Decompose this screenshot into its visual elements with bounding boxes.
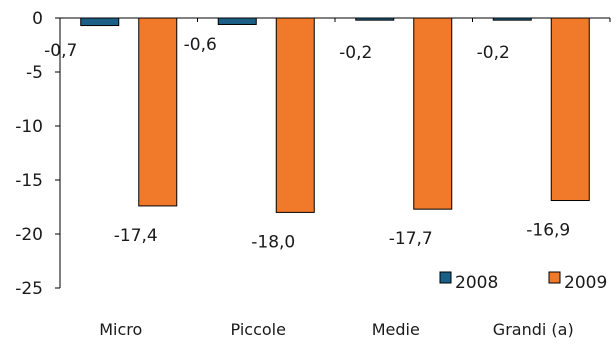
bar-2009-0 bbox=[138, 17, 178, 207]
y-tick-label: 0 bbox=[32, 9, 43, 29]
y-tick-label: -10 bbox=[15, 117, 43, 137]
bar-2009-2 bbox=[413, 17, 453, 210]
value-label-2008-3: -0,2 bbox=[477, 43, 510, 63]
value-label-2008-2: -0,2 bbox=[339, 43, 372, 63]
legend-swatch-2008 bbox=[439, 271, 452, 284]
value-label-2008-1: -0,6 bbox=[184, 35, 217, 55]
chart-bars bbox=[80, 17, 590, 213]
bar-2008-3 bbox=[492, 17, 532, 21]
value-label-2008-0: -0,7 bbox=[44, 41, 77, 61]
y-tick-label: -15 bbox=[15, 171, 43, 191]
y-tick-label: -5 bbox=[26, 63, 43, 83]
value-label-2009-3: -16,9 bbox=[526, 221, 570, 241]
legend-swatch-2009 bbox=[548, 271, 561, 284]
bar-2009-1 bbox=[275, 17, 315, 213]
category-label: Grandi (a) bbox=[493, 320, 574, 339]
legend-label-2009: 2009 bbox=[564, 273, 607, 293]
bar-2008-2 bbox=[355, 17, 395, 21]
chart-value-labels: -0,7 -17,4 -0,6 -18,0 -0,2 -17,7 -0,2 -16,9 bbox=[44, 35, 570, 252]
value-label-2009-0: -17,4 bbox=[114, 226, 158, 246]
category-label: Medie bbox=[372, 320, 420, 339]
bar-2009-3 bbox=[550, 17, 590, 202]
category-label: Micro bbox=[99, 320, 142, 339]
bar-2008-0 bbox=[80, 17, 120, 27]
chart-category-labels: Micro Piccole Medie Grandi (a) bbox=[99, 320, 573, 339]
value-label-2009-2: -17,7 bbox=[389, 229, 433, 249]
y-tick-label: -25 bbox=[15, 279, 43, 299]
chart-legend: 2008 2009 bbox=[439, 271, 607, 293]
legend-label-2008: 2008 bbox=[455, 273, 498, 293]
y-tick-label: -20 bbox=[15, 225, 43, 245]
value-label-2009-1: -18,0 bbox=[251, 232, 295, 252]
category-label: Piccole bbox=[231, 320, 286, 339]
bar-2008-1 bbox=[217, 17, 257, 25]
